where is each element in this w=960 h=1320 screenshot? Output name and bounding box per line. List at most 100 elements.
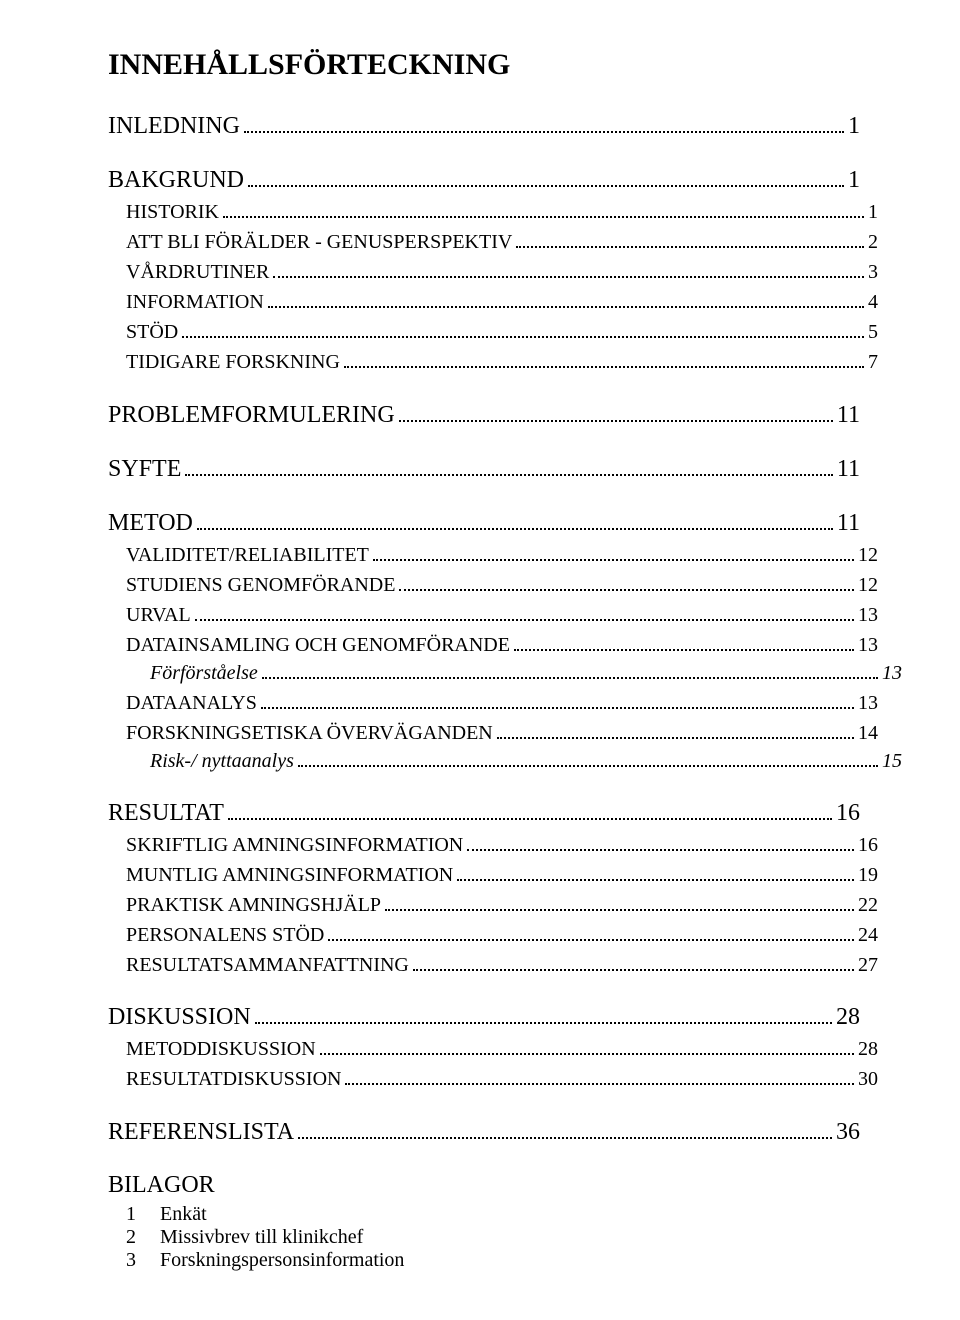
toc-leader-dots <box>182 320 864 338</box>
toc-leader-dots <box>261 691 854 709</box>
toc-entry: DATAINSAMLING OCH GENOMFÖRANDE 13 <box>108 633 878 657</box>
toc-entry-page: 13 <box>858 692 878 715</box>
toc-entry-page: 28 <box>836 1004 860 1031</box>
toc-entry: MUNTLIG AMNINGSINFORMATION 19 <box>108 863 878 887</box>
toc-entry-label: VÅRDRUTINER <box>126 261 269 284</box>
bilagor-item-number: 3 <box>126 1249 160 1272</box>
toc-entry-page: 28 <box>858 1038 878 1061</box>
toc-leader-dots <box>248 166 844 187</box>
toc-entry-label: SKRIFTLIG AMNINGSINFORMATION <box>126 834 463 857</box>
toc-entry-label: METOD <box>108 510 193 537</box>
toc-leader-dots <box>344 350 864 368</box>
toc-leader-dots <box>457 863 854 881</box>
toc-entry-page: 16 <box>858 834 878 857</box>
toc-entry-page: 27 <box>858 954 878 977</box>
toc-leader-dots <box>320 1037 854 1055</box>
bilagor-item-number: 2 <box>126 1226 160 1249</box>
bilagor-heading: BILAGOR <box>108 1172 860 1199</box>
toc-leader-dots <box>197 509 833 530</box>
toc-entry-page: 19 <box>858 864 878 887</box>
toc-entry-label: URVAL <box>126 604 191 627</box>
toc-entry: PERSONALENS STÖD 24 <box>108 923 878 947</box>
toc-leader-dots <box>223 200 864 218</box>
toc-entry-page: 13 <box>882 662 902 685</box>
toc-entry-label: TIDIGARE FORSKNING <box>126 351 340 374</box>
toc-entry: SYFTE 11 <box>108 455 860 483</box>
toc-entry-page: 13 <box>858 634 878 657</box>
toc-entry-label: REFERENSLISTA <box>108 1119 294 1146</box>
bilagor-item: 2Missivbrev till klinikchef <box>108 1226 860 1249</box>
toc-entry: DATAANALYS 13 <box>108 691 878 715</box>
toc-entry-label: RESULTATDISKUSSION <box>126 1068 341 1091</box>
toc-leader-dots <box>244 112 844 133</box>
toc-entry: METOD 11 <box>108 509 860 537</box>
toc-leader-dots <box>228 799 832 820</box>
toc-entry: TIDIGARE FORSKNING 7 <box>108 350 878 374</box>
toc-leader-dots <box>373 543 854 561</box>
toc-entry: DISKUSSION 28 <box>108 1003 860 1031</box>
toc-leader-dots <box>497 721 854 739</box>
toc-leader-dots <box>268 290 864 308</box>
table-of-contents: INLEDNING 1BAKGRUND 1HISTORIK 1ATT BLI F… <box>108 112 860 1146</box>
toc-entry-page: 13 <box>858 604 878 627</box>
toc-entry: RESULTATDISKUSSION 30 <box>108 1067 878 1091</box>
toc-entry-page: 5 <box>868 321 878 344</box>
toc-leader-dots <box>413 953 854 971</box>
toc-entry-label: STUDIENS GENOMFÖRANDE <box>126 574 395 597</box>
toc-entry: PRAKTISK AMNINGSHJÄLP 22 <box>108 893 878 917</box>
toc-entry: RESULTATSAMMANFATTNING 27 <box>108 953 878 977</box>
toc-entry-page: 30 <box>858 1068 878 1091</box>
toc-entry-page: 11 <box>837 456 860 483</box>
document-page: INNEHÅLLSFÖRTECKNING INLEDNING 1BAKGRUND… <box>0 0 960 1320</box>
toc-entry-page: 15 <box>882 750 902 773</box>
toc-leader-dots <box>328 923 854 941</box>
toc-entry-label: SYFTE <box>108 456 181 483</box>
toc-leader-dots <box>298 1117 832 1138</box>
toc-entry-page: 3 <box>868 261 878 284</box>
toc-entry-label: FORSKNINGSETISKA ÖVERVÄGANDEN <box>126 722 493 745</box>
toc-entry-page: 12 <box>858 574 878 597</box>
toc-entry-label: DATAINSAMLING OCH GENOMFÖRANDE <box>126 634 510 657</box>
toc-leader-dots <box>273 260 864 278</box>
toc-entry: VALIDITET/RELIABILITET 12 <box>108 543 878 567</box>
toc-entry: REFERENSLISTA 36 <box>108 1117 860 1145</box>
toc-leader-dots <box>399 400 833 421</box>
toc-entry-page: 1 <box>868 201 878 224</box>
toc-entry-label: Risk-/ nyttaanalys <box>150 750 294 773</box>
toc-leader-dots <box>262 661 878 679</box>
toc-entry-label: MUNTLIG AMNINGSINFORMATION <box>126 864 453 887</box>
toc-leader-dots <box>399 573 854 591</box>
toc-entry-page: 16 <box>836 800 860 827</box>
toc-entry: BAKGRUND 1 <box>108 166 860 194</box>
toc-entry-page: 36 <box>836 1119 860 1146</box>
bilagor-item-label: Forskningspersonsinformation <box>160 1249 404 1272</box>
toc-entry-page: 14 <box>858 722 878 745</box>
toc-leader-dots <box>385 893 854 911</box>
toc-entry: VÅRDRUTINER 3 <box>108 260 878 284</box>
toc-entry: PROBLEMFORMULERING 11 <box>108 400 860 428</box>
toc-entry-label: METODDISKUSSION <box>126 1038 316 1061</box>
toc-entry: HISTORIK 1 <box>108 200 878 224</box>
toc-leader-dots <box>255 1003 832 1024</box>
toc-entry-label: INFORMATION <box>126 291 264 314</box>
toc-entry-page: 11 <box>837 510 860 537</box>
toc-entry-label: PROBLEMFORMULERING <box>108 402 395 429</box>
toc-entry: INFORMATION 4 <box>108 290 878 314</box>
toc-entry-page: 2 <box>868 231 878 254</box>
toc-entry: RESULTAT 16 <box>108 799 860 827</box>
toc-entry: Risk-/ nyttaanalys 15 <box>108 749 902 773</box>
toc-entry: STÖD 5 <box>108 320 878 344</box>
toc-entry-page: 1 <box>848 113 860 140</box>
toc-entry-label: DATAANALYS <box>126 692 257 715</box>
toc-entry-page: 7 <box>868 351 878 374</box>
toc-entry-page: 12 <box>858 544 878 567</box>
toc-entry: METODDISKUSSION 28 <box>108 1037 878 1061</box>
toc-entry: FORSKNINGSETISKA ÖVERVÄGANDEN 14 <box>108 721 878 745</box>
toc-entry-label: PRAKTISK AMNINGSHJÄLP <box>126 894 381 917</box>
toc-entry: STUDIENS GENOMFÖRANDE 12 <box>108 573 878 597</box>
bilagor-item-number: 1 <box>126 1203 160 1226</box>
toc-entry-page: 4 <box>868 291 878 314</box>
toc-entry-label: ATT BLI FÖRÄLDER - GENUSPERSPEKTIV <box>126 231 512 254</box>
bilagor-list: 1Enkät2Missivbrev till klinikchef3Forskn… <box>108 1203 860 1272</box>
toc-leader-dots <box>467 833 854 851</box>
